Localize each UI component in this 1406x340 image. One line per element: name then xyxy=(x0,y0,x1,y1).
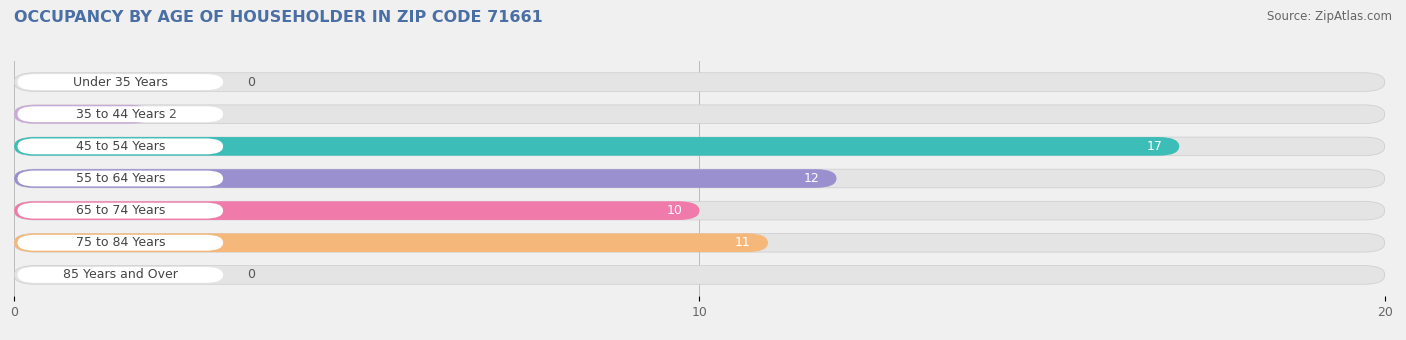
Text: 0: 0 xyxy=(247,268,254,282)
Text: 17: 17 xyxy=(1146,140,1163,153)
FancyBboxPatch shape xyxy=(17,267,224,283)
Text: 10: 10 xyxy=(666,204,682,217)
Text: 12: 12 xyxy=(804,172,820,185)
Text: 0: 0 xyxy=(247,75,254,89)
Text: 65 to 74 Years: 65 to 74 Years xyxy=(76,204,165,217)
FancyBboxPatch shape xyxy=(17,171,224,186)
Text: 35 to 44 Years: 35 to 44 Years xyxy=(76,108,165,121)
Text: 55 to 64 Years: 55 to 64 Years xyxy=(76,172,165,185)
Text: 85 Years and Over: 85 Years and Over xyxy=(63,268,177,282)
FancyBboxPatch shape xyxy=(14,105,1385,123)
Text: 11: 11 xyxy=(735,236,751,249)
FancyBboxPatch shape xyxy=(14,234,1385,252)
FancyBboxPatch shape xyxy=(14,266,1385,284)
Text: Under 35 Years: Under 35 Years xyxy=(73,75,167,89)
FancyBboxPatch shape xyxy=(14,201,1385,220)
FancyBboxPatch shape xyxy=(14,73,1385,91)
FancyBboxPatch shape xyxy=(14,137,1180,156)
FancyBboxPatch shape xyxy=(14,201,700,220)
Text: OCCUPANCY BY AGE OF HOUSEHOLDER IN ZIP CODE 71661: OCCUPANCY BY AGE OF HOUSEHOLDER IN ZIP C… xyxy=(14,10,543,25)
FancyBboxPatch shape xyxy=(17,106,224,122)
FancyBboxPatch shape xyxy=(14,169,837,188)
Text: 75 to 84 Years: 75 to 84 Years xyxy=(76,236,165,249)
FancyBboxPatch shape xyxy=(17,74,224,90)
FancyBboxPatch shape xyxy=(14,169,1385,188)
Text: Source: ZipAtlas.com: Source: ZipAtlas.com xyxy=(1267,10,1392,23)
FancyBboxPatch shape xyxy=(17,203,224,219)
Text: 2: 2 xyxy=(169,108,176,121)
FancyBboxPatch shape xyxy=(14,234,768,252)
FancyBboxPatch shape xyxy=(17,138,224,154)
FancyBboxPatch shape xyxy=(14,105,152,123)
FancyBboxPatch shape xyxy=(14,137,1385,156)
FancyBboxPatch shape xyxy=(17,235,224,251)
Text: 45 to 54 Years: 45 to 54 Years xyxy=(76,140,165,153)
